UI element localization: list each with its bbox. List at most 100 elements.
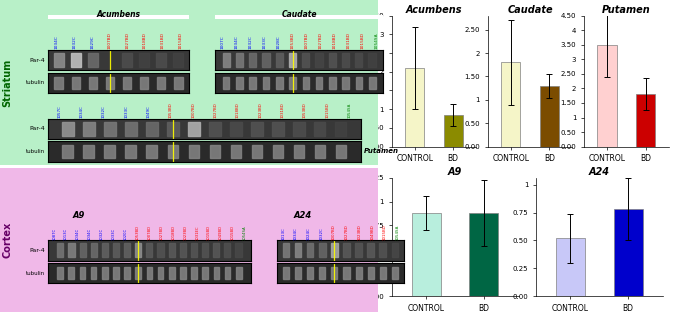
Bar [191,267,197,279]
Bar [63,122,74,136]
Bar [236,243,242,257]
Text: 1015BD: 1015BD [325,102,329,118]
Bar [203,267,208,279]
Bar [146,145,157,158]
Bar [168,145,178,158]
Text: 1034C: 1034C [88,227,92,240]
Text: 1015BD: 1015BD [207,225,211,240]
Text: 1013C: 1013C [64,227,68,240]
Bar [302,53,309,67]
Bar [80,243,86,257]
Text: Putamen: Putamen [363,149,398,154]
Text: 1031BD: 1031BD [280,102,284,118]
Bar [124,267,130,279]
Bar [168,243,174,257]
Bar [54,77,63,89]
Bar [262,53,270,67]
Text: Par-4: Par-4 [29,248,45,253]
Text: 1057C: 1057C [57,105,61,118]
Bar [202,243,208,257]
Bar [502,62,521,147]
Text: 1049C: 1049C [146,105,150,118]
Text: Par-4: Par-4 [29,57,45,63]
Bar [314,122,326,136]
Bar [188,122,200,136]
Bar [344,267,350,279]
Text: tubulin: tubulin [25,149,45,154]
Bar [289,53,296,67]
Text: A9: A9 [72,211,85,220]
Text: 1024C: 1024C [306,227,311,240]
Bar [412,213,440,296]
Text: 1018BD: 1018BD [143,32,147,49]
Bar [91,267,96,279]
Bar [316,77,322,89]
Text: 1053BD: 1053BD [135,225,139,240]
Bar [102,243,108,257]
Title: A9: A9 [448,167,462,177]
Text: 1031BD: 1031BD [346,32,350,49]
Bar [307,243,313,257]
Text: 1020C: 1020C [124,227,128,240]
Bar [307,267,313,279]
Text: 1007BD: 1007BD [332,224,336,240]
Text: Par-4: Par-4 [29,126,45,131]
Bar [331,243,338,257]
Bar [191,243,197,257]
Title: Putamen: Putamen [602,5,651,15]
Bar [236,53,243,67]
Bar [405,68,425,147]
Bar [598,45,617,147]
Bar [71,77,80,89]
Bar [328,53,336,67]
Text: 1049BD: 1049BD [370,224,374,240]
Text: Striatum: Striatum [3,59,12,107]
Bar [102,267,108,279]
Bar [214,267,219,279]
Bar [331,267,337,279]
Bar [392,243,398,257]
Bar [342,53,349,67]
Bar [329,77,336,89]
Bar [54,53,64,67]
Text: 1027BD: 1027BD [345,224,349,240]
Bar [319,267,325,279]
Text: 1054SA: 1054SA [374,33,379,49]
Bar [251,145,262,158]
Text: 1032C: 1032C [100,227,104,240]
Text: 1032C: 1032C [102,105,106,118]
Bar [272,122,284,136]
Bar [262,77,269,89]
Bar [368,243,374,257]
Bar [319,243,326,257]
Bar [83,145,94,158]
Bar [124,243,131,257]
Text: 1015BD: 1015BD [231,225,235,240]
Text: 1032C: 1032C [319,227,324,240]
Bar [209,122,221,136]
Bar [469,213,498,296]
Text: 1054SA: 1054SA [396,224,400,240]
Text: 1053BD: 1053BD [169,102,173,118]
Bar [69,267,74,279]
Bar [355,243,362,257]
Bar [223,77,229,89]
Text: 1018BD: 1018BD [171,225,175,240]
Bar [63,145,73,158]
Bar [236,77,243,89]
Bar [135,267,141,279]
Text: 1028C: 1028C [276,36,280,49]
Bar [210,145,220,158]
Text: 1018BD: 1018BD [333,32,336,49]
Text: 1053BD: 1053BD [290,32,294,49]
Title: Caudate: Caudate [507,5,553,15]
Bar [158,267,164,279]
Bar [336,145,346,158]
Text: 1053BD: 1053BD [303,102,307,118]
Bar [104,145,115,158]
Text: 1023BD: 1023BD [258,102,262,118]
Bar [282,243,289,257]
Text: 1029C: 1029C [90,36,94,49]
Bar [140,77,148,89]
Bar [89,77,97,89]
